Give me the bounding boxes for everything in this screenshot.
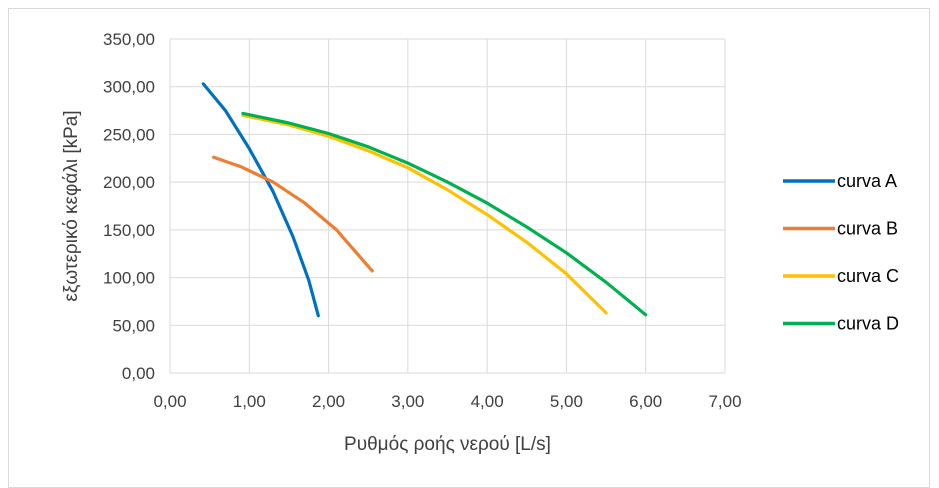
y-tick-label: 300,00 xyxy=(103,78,155,97)
chart-area xyxy=(8,8,930,488)
x-tick-label: 2,00 xyxy=(312,392,345,411)
x-tick-label: 5,00 xyxy=(550,392,583,411)
x-axis-title: Ρυθμός ροής νερού [L/s] xyxy=(344,434,551,455)
x-tick-label: 7,00 xyxy=(708,392,741,411)
series-line xyxy=(201,82,320,318)
y-tick-label: 350,00 xyxy=(103,30,155,49)
x-axis-ticks: 0,00 1,00 2,00 3,00 4,00 5,00 6,00 7,00 xyxy=(153,392,741,411)
y-tick-label: 50,00 xyxy=(112,316,155,335)
x-tick-label: 3,00 xyxy=(391,392,424,411)
legend-label: curva C xyxy=(837,266,899,286)
x-tick-label: 6,00 xyxy=(629,392,662,411)
gridlines xyxy=(169,38,726,374)
legend-label: curva A xyxy=(837,171,897,191)
y-axis-title: εξωτερικό κεφάλι [kPa] xyxy=(61,110,82,301)
y-tick-label: 250,00 xyxy=(103,125,155,144)
y-tick-label: 0,00 xyxy=(122,364,155,383)
y-tick-label: 100,00 xyxy=(103,269,155,288)
y-tick-label: 200,00 xyxy=(103,173,155,192)
y-axis-ticks: 0,00 50,00 100,00 150,00 200,00 250,00 300,00 3… xyxy=(103,30,155,383)
legend: curva A curva B curva C curva D xyxy=(783,171,899,334)
series-line xyxy=(241,111,648,317)
series-line xyxy=(212,155,374,273)
y-tick-label: 150,00 xyxy=(103,221,155,240)
legend-label: curva B xyxy=(837,219,898,239)
legend-label: curva D xyxy=(837,314,899,334)
series-line xyxy=(241,113,608,315)
x-tick-label: 4,00 xyxy=(471,392,504,411)
x-tick-label: 1,00 xyxy=(233,392,266,411)
x-tick-label: 0,00 xyxy=(153,392,186,411)
series-lines xyxy=(201,82,648,318)
